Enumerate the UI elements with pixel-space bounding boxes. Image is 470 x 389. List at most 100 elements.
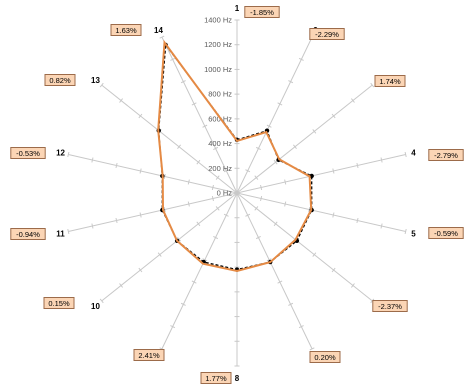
tick-mark [91,223,94,229]
tick-mark [163,206,166,213]
radial-tick-label: 0 Hz [217,189,233,198]
tick-mark [99,298,104,304]
spoke-label-4: 4 [411,149,416,158]
tick-mark [202,124,208,128]
annotation-9: 2.41% [133,349,165,361]
tick-mark [187,179,190,185]
spoke-10 [101,192,238,302]
tick-mark [99,82,104,88]
tick-mark [180,80,186,84]
tick-mark [312,129,317,134]
annotation-text: -0.94% [16,230,40,239]
tick-mark [215,206,220,211]
tick-mark [119,283,124,288]
tick-mark [170,57,176,61]
annotation-11: -0.94% [10,228,46,240]
tick-mark [138,267,143,273]
annotation-13: 0.82% [44,74,76,86]
tick-mark [293,144,297,150]
tick-mark [312,252,317,257]
tick-mark [67,228,70,235]
tick-mark [187,201,190,207]
tick-mark [163,173,166,180]
tick-mark [404,228,407,235]
spoke-14 [161,36,238,194]
annotation-text: 2.41% [138,351,160,360]
tick-mark [273,159,278,165]
annotation-6: -2.37% [372,300,408,312]
tick-mark [170,325,176,329]
tick-mark [350,98,355,103]
tick-mark [260,184,263,191]
spoke-6 [236,192,373,302]
tick-mark [255,146,261,151]
tick-mark [284,179,287,185]
spoke-label-14: 14 [154,26,163,35]
annotation-text: -2.37% [378,302,402,311]
tick-mark [370,298,375,304]
annotation-text: 0.82% [49,76,71,85]
radial-tick-label: 800 Hz [208,90,232,99]
spoke-11 [68,192,238,232]
spoke-label-11: 11 [56,229,65,238]
annotation-text: -0.53% [16,149,40,158]
tick-mark [254,206,259,211]
tick-mark [298,325,304,329]
spoke-12 [68,154,238,194]
tick-mark [215,175,220,180]
tick-mark [370,82,375,88]
annotation-box [43,297,75,309]
radial-tick-label: 1400 Hz [204,16,232,25]
percentage-annotations: -1.85% -2.29% 1.74% -2.79% -0.59% -2.37% 0.20%… [10,6,464,384]
tick-mark [277,280,283,284]
tick-mark [157,252,162,257]
radar-spokes [68,20,406,366]
tick-mark [213,235,219,240]
annotation-box [200,372,232,384]
tick-mark [245,169,251,173]
tick-mark [196,159,201,165]
tick-mark [260,195,263,202]
annotation-8: 1.77% [200,372,232,384]
tick-mark [284,201,287,207]
spoke-label-5: 5 [411,229,416,238]
tick-mark [223,213,229,217]
annotation-12: -0.53% [10,147,46,159]
tick-mark [191,280,197,284]
radial-tick-label: 200 Hz [208,164,232,173]
series-2-line [157,39,313,273]
annotation-box [428,149,464,161]
annotation-box [10,228,46,240]
spoke-9 [161,192,238,350]
tick-mark [298,57,304,61]
spoke-4 [236,154,406,194]
annotation-text: 1.63% [115,26,137,35]
annotation-box [133,349,165,361]
annotation-text: -0.59% [434,229,458,238]
tick-mark [67,151,70,158]
spoke-label-13: 13 [91,76,100,85]
annotation-box [44,74,76,86]
tick-mark [380,157,383,163]
tick-mark [288,80,294,84]
spoke-2 [236,36,313,194]
annotation-box [244,6,280,18]
annotation-4: -2.79% [428,149,464,161]
tick-mark [115,217,118,224]
annotation-box [110,24,142,36]
radar-series [156,39,314,273]
tick-mark [223,169,229,173]
tick-mark [266,124,272,128]
annotation-box [309,28,345,40]
spoke-label-12: 12 [56,149,65,158]
annotation-text: 0.15% [48,299,70,308]
tick-mark [332,212,335,218]
tick-mark [380,223,383,229]
annotation-text: -2.79% [434,151,458,160]
annotation-text: -1.85% [250,8,274,17]
tick-mark [331,267,336,273]
annotation-text: -2.29% [315,30,339,39]
tick-mark [191,102,197,106]
annotation-1: -1.85% [244,6,280,18]
